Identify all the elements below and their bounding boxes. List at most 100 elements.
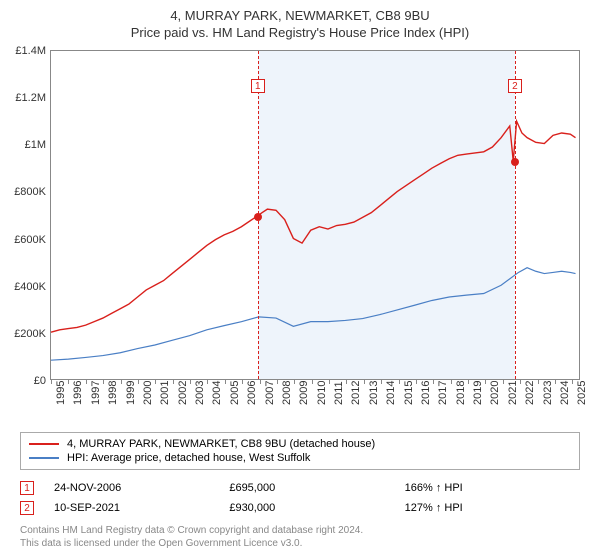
x-tick-mark — [155, 379, 156, 384]
x-tick-label: 2023 — [542, 381, 554, 405]
title-address: 4, MURRAY PARK, NEWMARKET, CB8 9BU — [0, 0, 600, 23]
sale-marker-dot — [511, 158, 519, 166]
x-tick-mark — [277, 379, 278, 384]
x-tick-mark — [68, 379, 69, 384]
y-tick-label: £0 — [1, 375, 46, 387]
x-tick-label: 2006 — [246, 381, 258, 405]
x-tick-mark — [468, 379, 469, 384]
title-block: 4, MURRAY PARK, NEWMARKET, CB8 9BU Price… — [0, 0, 600, 40]
series-hpi — [51, 268, 576, 361]
x-tick-mark — [86, 379, 87, 384]
x-tick-mark — [103, 379, 104, 384]
x-tick-mark — [485, 379, 486, 384]
x-tick-label: 2016 — [420, 381, 432, 405]
x-tick-label: 2010 — [316, 381, 328, 405]
x-tick-label: 2001 — [159, 381, 171, 405]
sale-date: 10-SEP-2021 — [54, 502, 229, 514]
x-tick-mark — [312, 379, 313, 384]
x-tick-label: 2024 — [559, 381, 571, 405]
title-subtitle: Price paid vs. HM Land Registry's House … — [0, 23, 600, 40]
sale-row-marker: 2 — [20, 501, 34, 515]
x-tick-label: 1996 — [72, 381, 84, 405]
x-tick-label: 2000 — [142, 381, 154, 405]
x-tick-mark — [572, 379, 573, 384]
y-tick-label: £200K — [1, 328, 46, 340]
x-tick-label: 1999 — [125, 381, 137, 405]
x-tick-mark — [503, 379, 504, 384]
x-tick-label: 1998 — [107, 381, 119, 405]
x-tick-mark — [225, 379, 226, 384]
sales-table: 1 24-NOV-2006£695,000166% ↑ HPI 2 10-SEP-20… — [20, 478, 580, 518]
y-tick-label: £400K — [1, 281, 46, 293]
legend-item: HPI: Average price, detached house, West… — [29, 451, 571, 465]
y-tick-label: £800K — [1, 186, 46, 198]
x-tick-label: 2018 — [455, 381, 467, 405]
x-tick-mark — [538, 379, 539, 384]
footer-line1: Contains HM Land Registry data © Crown c… — [20, 524, 580, 537]
legend-label: 4, MURRAY PARK, NEWMARKET, CB8 9BU (deta… — [67, 438, 375, 450]
chart-plot-area: £0£200K£400K£600K£800K£1M£1.2M£1.4M19951… — [50, 50, 580, 380]
x-tick-label: 2003 — [194, 381, 206, 405]
y-tick-label: £1M — [1, 139, 46, 151]
legend-label: HPI: Average price, detached house, West… — [67, 452, 310, 464]
x-tick-mark — [121, 379, 122, 384]
x-tick-mark — [364, 379, 365, 384]
y-tick-label: £1.4M — [1, 45, 46, 57]
sale-marker-dot — [254, 213, 262, 221]
x-tick-label: 2007 — [264, 381, 276, 405]
x-tick-label: 2022 — [524, 381, 536, 405]
x-tick-label: 2009 — [298, 381, 310, 405]
y-tick-label: £1.2M — [1, 92, 46, 104]
chart-svg — [51, 51, 579, 379]
legend-item: 4, MURRAY PARK, NEWMARKET, CB8 9BU (deta… — [29, 437, 571, 451]
chart-container: 4, MURRAY PARK, NEWMARKET, CB8 9BU Price… — [0, 0, 600, 560]
legend-swatch — [29, 457, 59, 459]
x-tick-mark — [173, 379, 174, 384]
sale-row-marker: 1 — [20, 481, 34, 495]
x-tick-label: 2012 — [350, 381, 362, 405]
sale-date: 24-NOV-2006 — [54, 482, 229, 494]
x-tick-mark — [346, 379, 347, 384]
x-tick-label: 1995 — [55, 381, 67, 405]
footer-attribution: Contains HM Land Registry data © Crown c… — [20, 524, 580, 550]
x-tick-label: 2014 — [385, 381, 397, 405]
x-tick-mark — [51, 379, 52, 384]
x-tick-label: 1997 — [90, 381, 102, 405]
x-tick-mark — [381, 379, 382, 384]
sale-row: 2 10-SEP-2021£930,000127% ↑ HPI — [20, 498, 580, 518]
sale-marker-box: 2 — [508, 79, 522, 93]
x-tick-label: 2025 — [576, 381, 588, 405]
legend: 4, MURRAY PARK, NEWMARKET, CB8 9BU (deta… — [20, 432, 580, 470]
x-tick-label: 2008 — [281, 381, 293, 405]
x-tick-label: 2013 — [368, 381, 380, 405]
sale-marker-line — [515, 51, 516, 379]
x-tick-label: 2021 — [507, 381, 519, 405]
x-tick-mark — [433, 379, 434, 384]
x-tick-label: 2017 — [437, 381, 449, 405]
x-tick-mark — [416, 379, 417, 384]
series-price_paid — [51, 121, 576, 332]
x-tick-mark — [555, 379, 556, 384]
footer-line2: This data is licensed under the Open Gov… — [20, 537, 580, 550]
x-tick-label: 2005 — [229, 381, 241, 405]
x-tick-mark — [207, 379, 208, 384]
y-tick-label: £600K — [1, 234, 46, 246]
x-tick-label: 2011 — [333, 381, 345, 405]
x-tick-mark — [399, 379, 400, 384]
x-tick-label: 2002 — [177, 381, 189, 405]
legend-swatch — [29, 443, 59, 445]
x-tick-mark — [242, 379, 243, 384]
x-tick-mark — [138, 379, 139, 384]
x-tick-mark — [190, 379, 191, 384]
sale-pct: 127% ↑ HPI — [405, 502, 580, 514]
x-tick-label: 2004 — [211, 381, 223, 405]
x-tick-mark — [451, 379, 452, 384]
x-tick-mark — [260, 379, 261, 384]
sale-row: 1 24-NOV-2006£695,000166% ↑ HPI — [20, 478, 580, 498]
sale-price: £930,000 — [229, 502, 404, 514]
sale-price: £695,000 — [229, 482, 404, 494]
x-tick-label: 2019 — [472, 381, 484, 405]
sale-marker-box: 1 — [251, 79, 265, 93]
sale-pct: 166% ↑ HPI — [405, 482, 580, 494]
x-tick-label: 2020 — [489, 381, 501, 405]
